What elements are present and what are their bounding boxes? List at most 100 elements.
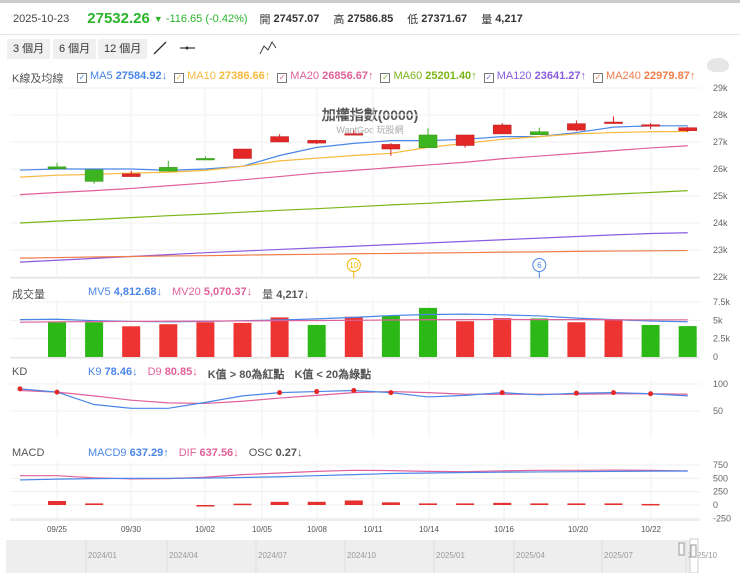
navigator-label: 2025/04 — [516, 551, 545, 560]
chart-subtitle: WantGoo 玩股網 — [336, 125, 404, 135]
x-axis-label: 10/11 — [363, 525, 383, 534]
legend-ma5[interactable]: ✓ MA5 27584.92↓ — [77, 70, 168, 83]
kd-note-green: K值 < 20為綠點 — [294, 369, 372, 381]
navigator-label: 2025/07 — [604, 551, 633, 560]
dif-line — [20, 469, 688, 480]
checkbox-icon[interactable]: ✓ — [483, 73, 494, 83]
osc-bar — [419, 503, 437, 505]
navigator-label: 2025/10 — [688, 551, 717, 560]
legend-ma20[interactable]: ✓ MA20 26856.67↑ — [277, 70, 374, 83]
price-tick-label: 27k — [713, 137, 728, 147]
checkbox-icon[interactable]: ✓ — [277, 73, 288, 83]
x-axis-label: 10/08 — [307, 525, 328, 534]
candle — [47, 166, 67, 169]
event-marker — [532, 258, 547, 272]
abcd-pattern-icon[interactable] — [259, 41, 277, 55]
volume-bar — [122, 326, 141, 357]
osc-bar — [233, 503, 252, 506]
macd-tick-label: -250 — [713, 513, 731, 523]
range-3-months-button[interactable]: 3 個月 — [7, 39, 51, 59]
ma-line-ma240 — [19, 249, 688, 259]
ma-line-ma20 — [19, 145, 688, 196]
kd-red-dot — [351, 387, 357, 393]
dif-legend: DIF 637.56↓ — [178, 447, 239, 459]
volume-bar — [196, 322, 215, 357]
event-marker — [346, 258, 361, 272]
osc-bar — [493, 502, 512, 505]
open-value: 27457.07 — [273, 12, 320, 25]
ma-legend: ✓ MA5 27584.92↓ ✓ MA10 27386.66↑ ✓ MA20 26856… — [77, 70, 695, 83]
mv20-line — [19, 318, 688, 323]
osc-bar — [307, 501, 326, 505]
k9-legend: K9 78.46↓ — [88, 366, 138, 378]
quote-change: -116.65 (-0.42%) — [165, 12, 248, 25]
checkbox-icon[interactable]: ✓ — [593, 73, 603, 83]
osc-bar — [604, 503, 623, 505]
volume-tick-label: 2.5k — [713, 334, 731, 344]
x-axis-label: 09/30 — [121, 525, 142, 534]
quote-date: 2025-10-23 — [13, 12, 70, 25]
kd-red-dot — [573, 390, 579, 396]
ma-line-ma10 — [19, 130, 688, 178]
legend-ma240[interactable]: ✓ MA240 22979.87↑ — [593, 70, 696, 83]
candle — [84, 169, 104, 182]
volume-bar — [604, 319, 623, 357]
mv20-legend: MV20 5,070.37↓ — [172, 286, 253, 298]
volume-bar — [381, 315, 400, 357]
navigator-label: 2025/01 — [436, 551, 465, 560]
candle — [418, 134, 438, 148]
horizontal-line-icon[interactable] — [180, 46, 195, 50]
low-value: 27371.67 — [421, 12, 468, 25]
price-tick-label: 22k — [713, 272, 728, 282]
macd9-line — [19, 470, 688, 481]
quote-bar: 2025-10-23 27532.26 ▼ -116.65 (-0.42%) 開… — [0, 3, 740, 35]
x-axis-label: 10/02 — [195, 525, 216, 534]
legend-ma10[interactable]: ✓ MA10 27386.66↑ — [174, 70, 271, 83]
kd-red-dot — [499, 390, 505, 396]
osc-bar — [381, 502, 400, 505]
checkbox-icon[interactable]: ✓ — [380, 73, 391, 83]
checkbox-icon[interactable]: ✓ — [77, 73, 87, 83]
volume-bar — [456, 321, 475, 357]
legend-ma120[interactable]: ✓ MA120 23641.27↑ — [483, 70, 586, 83]
osc-bar — [270, 501, 289, 505]
volume-tick-label: 7.5k — [713, 297, 731, 307]
wantgoo-logo-watermark — [705, 58, 729, 72]
volume-value: 4,217 — [495, 12, 523, 25]
down-triangle-icon: ▼ — [153, 13, 163, 24]
open-label: 開 — [259, 13, 271, 26]
range-12-months-button[interactable]: 12 個月 — [98, 39, 148, 59]
volume-label: 量 — [481, 13, 493, 26]
candle — [270, 136, 289, 143]
navigator-window[interactable] — [689, 538, 699, 573]
volume-bar — [233, 322, 252, 357]
candle — [159, 167, 178, 172]
range-6-months-button[interactable]: 6 個月 — [53, 39, 97, 59]
kd-title: KD — [12, 366, 28, 378]
price-tick-label: 29k — [713, 83, 728, 93]
osc-bar — [567, 503, 586, 505]
legend-ma60[interactable]: ✓ MA60 25201.40↑ — [380, 70, 477, 83]
volume-tick-label: 5k — [713, 315, 723, 325]
volume-bar — [307, 324, 326, 357]
candle — [381, 144, 401, 150]
candle — [121, 173, 141, 177]
x-axis-label: 10/05 — [252, 525, 273, 534]
kd-red-dot — [54, 389, 60, 395]
candle — [455, 134, 475, 146]
price-tick-label: 25k — [713, 191, 728, 201]
kd-red-dot — [314, 389, 320, 395]
macd-tick-label: 500 — [713, 473, 728, 483]
trend-line-icon[interactable] — [153, 41, 167, 55]
navigator-handle-left[interactable] — [678, 542, 685, 556]
volume-bar — [419, 307, 437, 357]
osc-bar — [85, 503, 104, 505]
low-label: 低 — [407, 13, 419, 26]
checkbox-icon[interactable]: ✓ — [174, 73, 185, 83]
navigator-handle-right[interactable] — [690, 544, 697, 558]
price-tick-label: 26k — [713, 164, 728, 174]
navigator-track[interactable] — [6, 540, 691, 573]
x-axis-label: 10/16 — [494, 525, 515, 534]
osc-bar — [196, 505, 215, 507]
volume-tick-label: 0 — [713, 352, 718, 362]
